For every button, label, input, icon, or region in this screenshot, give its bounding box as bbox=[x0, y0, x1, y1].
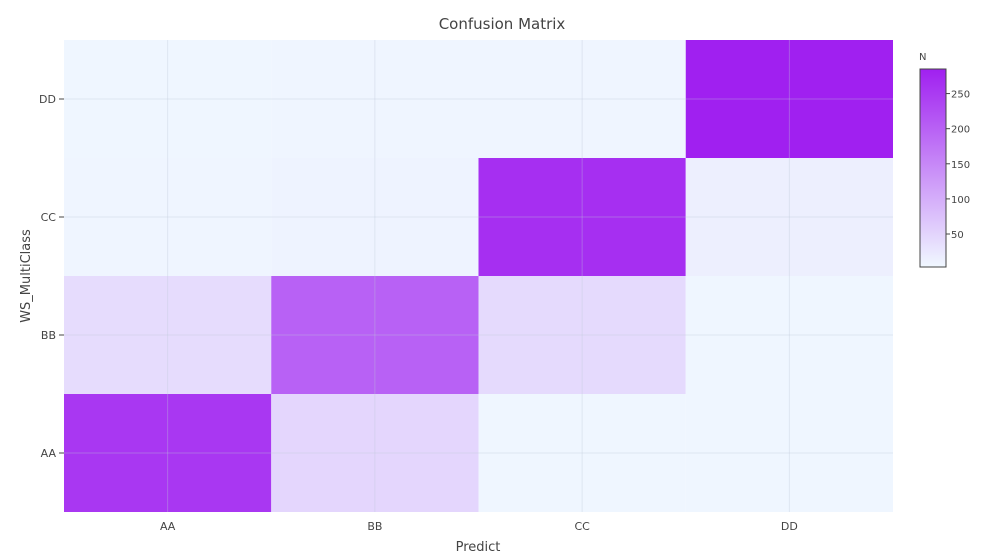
colorbar-gradient bbox=[919, 68, 947, 268]
heatmap-cell bbox=[64, 394, 272, 512]
heatmap-cell bbox=[271, 394, 479, 512]
heatmap-cell bbox=[64, 40, 272, 158]
colorbar-tick-label: 150 bbox=[951, 160, 970, 171]
y-tick-label: DD bbox=[39, 93, 56, 106]
x-tick-label: AA bbox=[160, 520, 176, 533]
heatmap-cell bbox=[478, 40, 686, 158]
colorbar-ticks: 50 100 150 200 250 bbox=[946, 90, 970, 241]
heatmap-cell bbox=[685, 158, 893, 276]
colorbar-tick-label: 200 bbox=[951, 125, 970, 136]
colorbar-tick-label: 250 bbox=[951, 90, 970, 101]
heatmap-cells bbox=[64, 40, 893, 512]
y-tick-label: BB bbox=[41, 329, 56, 342]
colorbar-tick-label: 50 bbox=[951, 230, 964, 241]
y-tick-label: AA bbox=[41, 447, 57, 460]
heatmap-cell bbox=[64, 276, 272, 394]
grid-lines bbox=[64, 40, 893, 512]
x-tick-label: DD bbox=[781, 520, 798, 533]
y-tick-label: CC bbox=[41, 211, 57, 224]
colorbar-title: N bbox=[919, 52, 926, 63]
heatmap-cell bbox=[478, 158, 686, 276]
heatmap-cell bbox=[478, 276, 686, 394]
x-tick-label: CC bbox=[574, 520, 590, 533]
colorbar-tick-label: 100 bbox=[951, 195, 970, 206]
heatmap-cell bbox=[271, 276, 479, 394]
chart-title: Confusion Matrix bbox=[439, 15, 566, 33]
heatmap-cell bbox=[271, 158, 479, 276]
colorbar: N 50 100 150 200 250 bbox=[919, 52, 970, 268]
heatmap-cell bbox=[685, 276, 893, 394]
x-axis-ticks: AA BB CC DD bbox=[160, 520, 798, 533]
x-tick-label: BB bbox=[367, 520, 382, 533]
heatmap-cell bbox=[685, 40, 893, 158]
heatmap-cell bbox=[478, 394, 686, 512]
heatmap-cell bbox=[64, 158, 272, 276]
y-axis-ticks: AA BB CC DD bbox=[39, 93, 64, 460]
heatmap-cell bbox=[685, 394, 893, 512]
x-axis-title: Predict bbox=[456, 540, 501, 555]
heatmap-cell bbox=[271, 40, 479, 158]
y-axis-title: WS_MultiClass bbox=[19, 229, 34, 323]
